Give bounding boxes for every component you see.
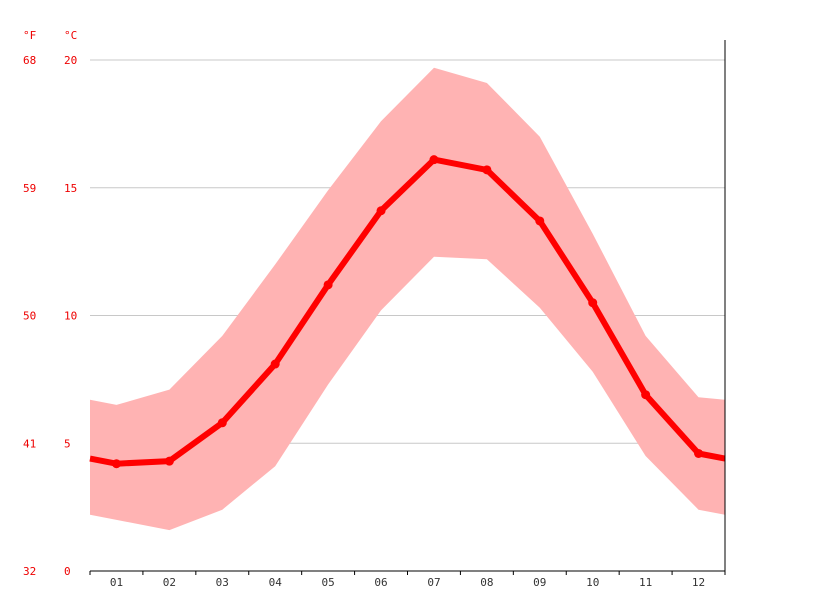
x-tick-label-05: 05 bbox=[322, 576, 335, 589]
data-point-11 bbox=[641, 390, 651, 400]
y-tick-labels: °F °C 68 20 59 15 50 10 41 5 32 0 bbox=[23, 29, 77, 578]
data-point-02 bbox=[164, 456, 174, 466]
y-tick-label-c-20: 20 bbox=[64, 54, 77, 67]
y-tick-label-f-59: 59 bbox=[23, 182, 36, 195]
data-point-05 bbox=[323, 280, 333, 290]
x-tick-label-10: 10 bbox=[586, 576, 599, 589]
data-point-09 bbox=[535, 216, 545, 226]
y-tick-label-f-68: 68 bbox=[23, 54, 36, 67]
celsius-unit-label: °C bbox=[64, 29, 77, 42]
data-point-03 bbox=[217, 418, 227, 428]
x-ticks: 01 02 03 04 05 06 07 08 09 10 11 12 bbox=[89, 571, 726, 589]
y-tick-label-c-0: 0 bbox=[64, 565, 71, 578]
data-point-08 bbox=[482, 165, 492, 175]
y-tick-label-f-41: 41 bbox=[23, 437, 36, 450]
x-tick-label-12: 12 bbox=[692, 576, 705, 589]
data-point-04 bbox=[270, 359, 280, 369]
data-point-07 bbox=[429, 155, 439, 165]
data-point-12 bbox=[694, 448, 704, 458]
data-point-01 bbox=[111, 459, 121, 469]
x-tick-label-09: 09 bbox=[533, 576, 546, 589]
data-point-10 bbox=[588, 298, 598, 308]
x-tick-label-06: 06 bbox=[374, 576, 387, 589]
y-tick-label-c-5: 5 bbox=[64, 437, 71, 450]
fahrenheit-unit-label: °F bbox=[23, 29, 36, 42]
y-tick-label-f-50: 50 bbox=[23, 310, 36, 323]
y-tick-label-c-15: 15 bbox=[64, 182, 77, 195]
x-tick-label-03: 03 bbox=[216, 576, 229, 589]
x-tick-label-07: 07 bbox=[427, 576, 440, 589]
data-points bbox=[111, 155, 704, 469]
x-tick-label-11: 11 bbox=[639, 576, 652, 589]
temperature-range-band bbox=[90, 67, 725, 531]
y-tick-label-f-32: 32 bbox=[23, 565, 36, 578]
x-tick-label-02: 02 bbox=[163, 576, 176, 589]
x-tick-label-04: 04 bbox=[269, 576, 283, 589]
y-tick-label-c-10: 10 bbox=[64, 310, 77, 323]
data-point-06 bbox=[376, 206, 386, 216]
x-tick-label-08: 08 bbox=[480, 576, 493, 589]
series-line bbox=[89, 156, 726, 467]
x-tick-label-01: 01 bbox=[110, 576, 123, 589]
